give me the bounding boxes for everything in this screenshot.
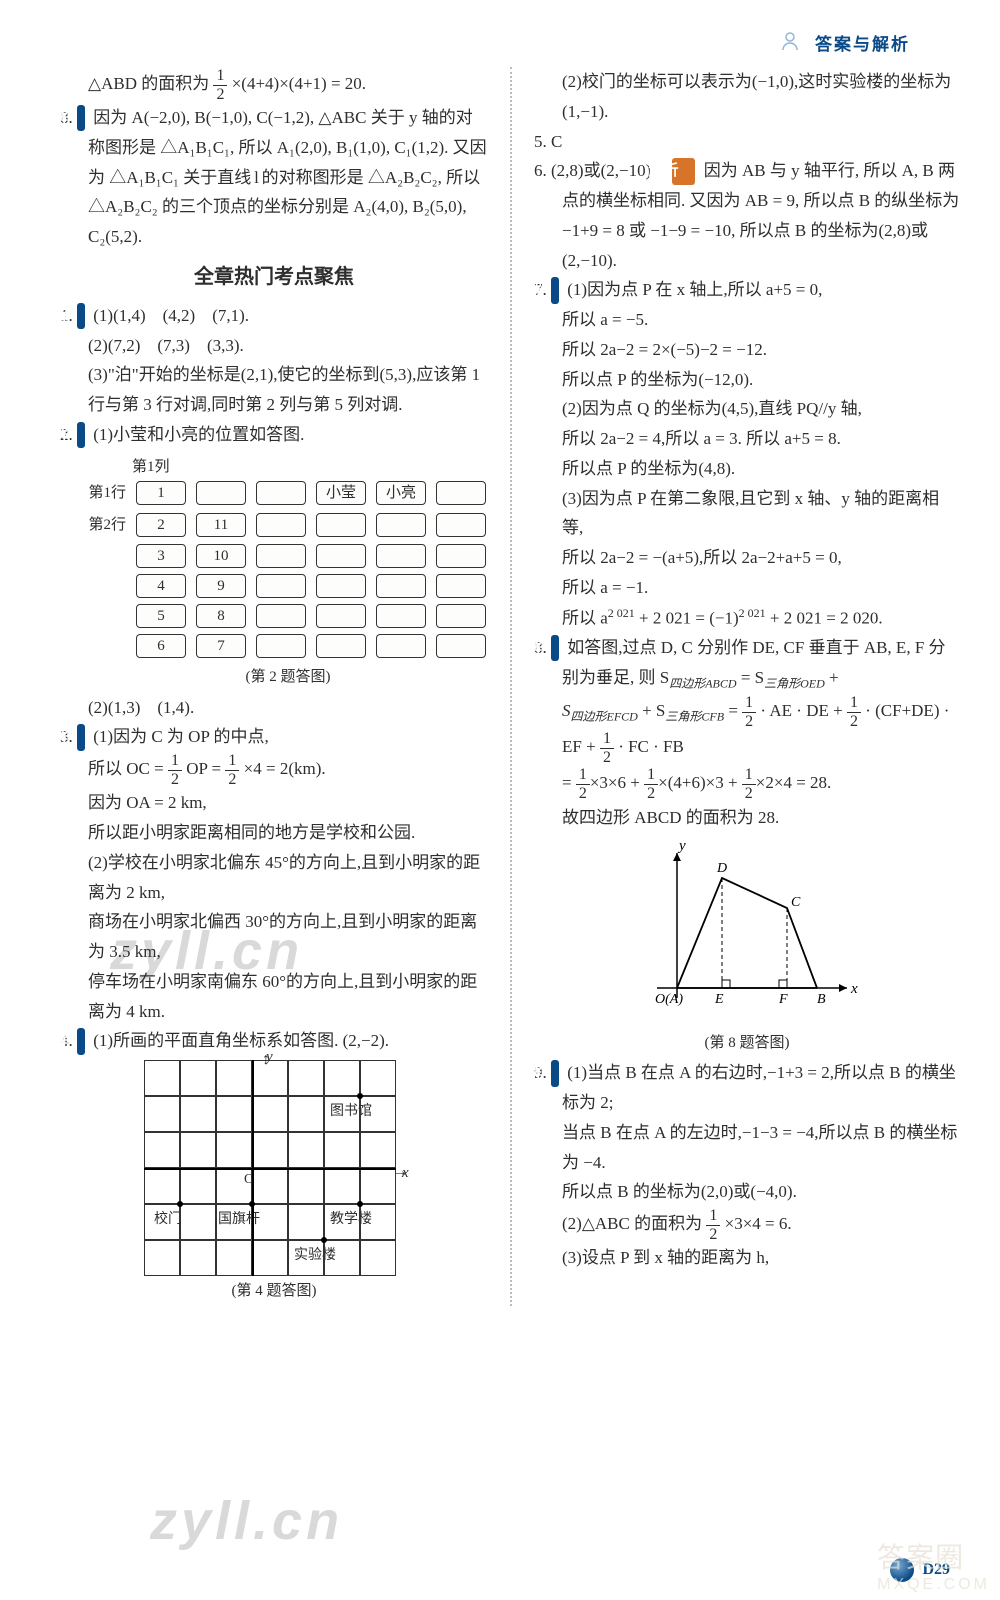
item-2: 2. 解 (1)小莹和小亮的位置如答图. (60, 420, 488, 450)
text: (2)△ABC 的面积为 12 ×3×4 = 6. (534, 1207, 960, 1243)
svg-text:E: E (714, 992, 724, 1007)
header-title: 答案与解析 (815, 35, 910, 54)
text: = 12×3×6 + 12×(4+6)×3 + 12×2×4 = 28. (534, 766, 960, 802)
text: (3)"泊"开始的坐标是(2,1),使它的坐标到(5,3),应该第 1 行与第 … (60, 360, 488, 420)
item-5: 5. C (534, 127, 960, 157)
text: 所以 OC = 12 OP = 12 ×4 = 2(km). (60, 752, 488, 788)
svg-text:C: C (791, 895, 801, 910)
text: (3)因为点 P 在第二象限,且它到 x 轴、y 轴的距离相等, (534, 484, 960, 544)
item-6: 6. (2,8)或(2,−10) 解析 因为 AB 与 y 轴平行, 所以 A,… (534, 156, 960, 275)
text: S四边形EFCD + S三角形CFB = 12 · AE · DE + 12 ·… (534, 694, 960, 730)
analysis-badge: 解析 (672, 158, 695, 184)
svg-text:O(A): O(A) (655, 992, 683, 1007)
text: (2)因为点 Q 的坐标为(4,5),直线 PQ//y 轴, (534, 394, 960, 424)
text: 所以点 B 的坐标为(2,0)或(−4,0). (534, 1177, 960, 1207)
item-8: 8. 解 因为 A(−2,0), B(−1,0), C(−1,2), △ABC … (60, 103, 488, 252)
text: (2)学校在小明家北偏东 45°的方向上,且到小明家的距离为 2 km, (60, 848, 488, 908)
text: (3)设点 P 到 x 轴的距离为 h, (534, 1243, 960, 1273)
text: (2)(1,3) (1,4). (60, 693, 488, 723)
text: (2)校门的坐标可以表示为(−1,0),这时实验楼的坐标为(1,−1). (534, 67, 960, 127)
text: 所以 a2 021 + 2 021 = (−1)2 021 + 2 021 = … (534, 603, 960, 633)
text: 所以 a = −5. (534, 305, 960, 335)
item-8: 8. 解 如答图,过点 D, C 分别作 DE, CF 垂直于 AB, E, F… (534, 633, 960, 694)
figure-caption: (第 2 题答图) (88, 664, 488, 690)
item-4: 4. 解 (1)所画的平面直角坐标系如答图. (2,−2). (60, 1026, 488, 1056)
section-title: 全章热门考点聚焦 (60, 260, 488, 295)
svg-text:x: x (850, 981, 858, 997)
diagram-4: y x O 图书馆 校门 国旗杆 教学楼 实验楼 ↑ → (第 4 题答图) (144, 1060, 404, 1304)
diagram-2: 第1列 第1行1小莹小亮第2行211310495867 (第 2 题答图) (88, 454, 488, 691)
solve-badge: 解 (77, 724, 85, 750)
text: 当点 B 在点 A 的左边时,−1−3 = −4,所以点 B 的横坐标为 −4. (534, 1118, 960, 1178)
solve-badge: 解 (77, 105, 85, 131)
text: EF + 12 · FC · FB (534, 730, 960, 766)
text: 故四边形 ABCD 的面积为 28. (534, 803, 960, 833)
text: 所以距小明家距离相同的地方是学校和公园. (60, 818, 488, 848)
left-column: △ABD 的面积为 12 ×(4+4)×(4+1) = 20. 8. 解 因为 … (60, 67, 510, 1306)
text: 所以点 P 的坐标为(−12,0). (534, 365, 960, 395)
col-label: 第1列 (132, 454, 488, 480)
figure-caption: (第 8 题答图) (534, 1030, 960, 1056)
text: 所以 2a−2 = 2×(−5)−2 = −12. (534, 335, 960, 365)
solve-badge: 解 (77, 303, 85, 329)
diagram-8: y x O(A) E F B D C (第 8 题答图) (534, 838, 960, 1056)
svg-text:y: y (677, 838, 686, 854)
solve-badge: 解 (551, 277, 559, 303)
text: 所以 2a−2 = 4,所以 a = 3. 所以 a+5 = 8. (534, 424, 960, 454)
item-9: 9. 解 (1)当点 B 在点 A 的右边时,−1+3 = 2,所以点 B 的横… (534, 1058, 960, 1118)
solve-badge: 解 (551, 635, 559, 661)
svg-text:F: F (778, 992, 788, 1007)
svg-text:D: D (716, 861, 727, 876)
text: 停车场在小明家南偏东 60°的方向上,且到小明家的距离为 4 km. (60, 967, 488, 1027)
item-1: 1. 解 (1)(1,4) (4,2) (7,1). (60, 301, 488, 331)
text: 所以 a = −1. (534, 573, 960, 603)
text: △ABD 的面积为 12 ×(4+4)×(4+1) = 20. (60, 67, 488, 103)
figure-caption: (第 4 题答图) (144, 1278, 404, 1304)
solve-badge: 解 (77, 422, 85, 448)
text: 商场在小明家北偏西 30°的方向上,且到小明家的距离为 3.5 km, (60, 907, 488, 967)
svg-text:B: B (817, 992, 826, 1007)
solve-badge: 解 (551, 1060, 559, 1086)
text: (2)(7,2) (7,3) (3,3). (60, 331, 488, 361)
item-7: 7. 解 (1)因为点 P 在 x 轴上,所以 a+5 = 0, (534, 275, 960, 305)
corner-watermark: 答案圈 MXQE.COM (877, 1536, 990, 1594)
solve-badge: 解 (77, 1028, 85, 1054)
text: 所以点 P 的坐标为(4,8). (534, 454, 960, 484)
right-column: (2)校门的坐标可以表示为(−1,0),这时实验楼的坐标为(1,−1). 5. … (510, 67, 960, 1306)
text: 因为 OA = 2 km, (60, 788, 488, 818)
page-header: 答案与解析 (60, 30, 960, 57)
text: 所以 2a−2 = −(a+5),所以 2a−2+a+5 = 0, (534, 543, 960, 573)
watermark: zyll.cn (150, 1490, 343, 1552)
header-icon (779, 30, 801, 57)
item-3: 3. 解 (1)因为 C 为 OP 的中点, (60, 722, 488, 752)
